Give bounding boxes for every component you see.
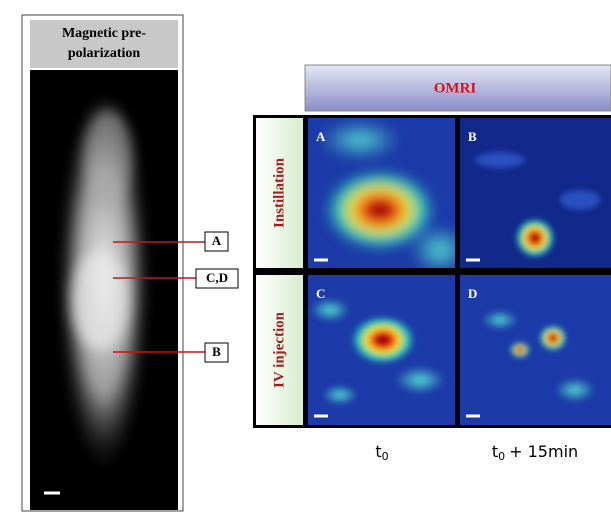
page: Magnetic pre- polarization A C,D B OMRI … — [0, 0, 611, 513]
panel-letter: D — [468, 286, 477, 301]
heatmap — [460, 275, 611, 425]
column-label: t0+ 15min — [492, 442, 578, 464]
heatmap — [308, 118, 470, 275]
body-shape — [59, 90, 149, 470]
heatmap — [460, 118, 611, 268]
column-label-suffix: + 15min — [509, 442, 578, 461]
marker-label: A — [212, 233, 222, 248]
figure: Magnetic pre- polarization A C,D B OMRI … — [0, 0, 611, 513]
row-label: IV injection — [271, 311, 287, 388]
row-label: Instillation — [271, 157, 287, 228]
heatmap — [308, 275, 455, 425]
panel-letter: A — [316, 129, 326, 144]
column-label: t0 — [375, 442, 388, 464]
column-label-sub: 0 — [382, 450, 389, 463]
omri-title: OMRI — [434, 80, 477, 96]
panel-letter: B — [468, 129, 477, 144]
panel-letter: C — [316, 286, 325, 301]
column-label-sub: 0 — [498, 450, 505, 463]
marker-label: B — [212, 344, 221, 359]
left-title: Magnetic pre- — [62, 26, 146, 41]
left-title: polarization — [68, 46, 141, 61]
marker-label: C,D — [206, 270, 228, 285]
